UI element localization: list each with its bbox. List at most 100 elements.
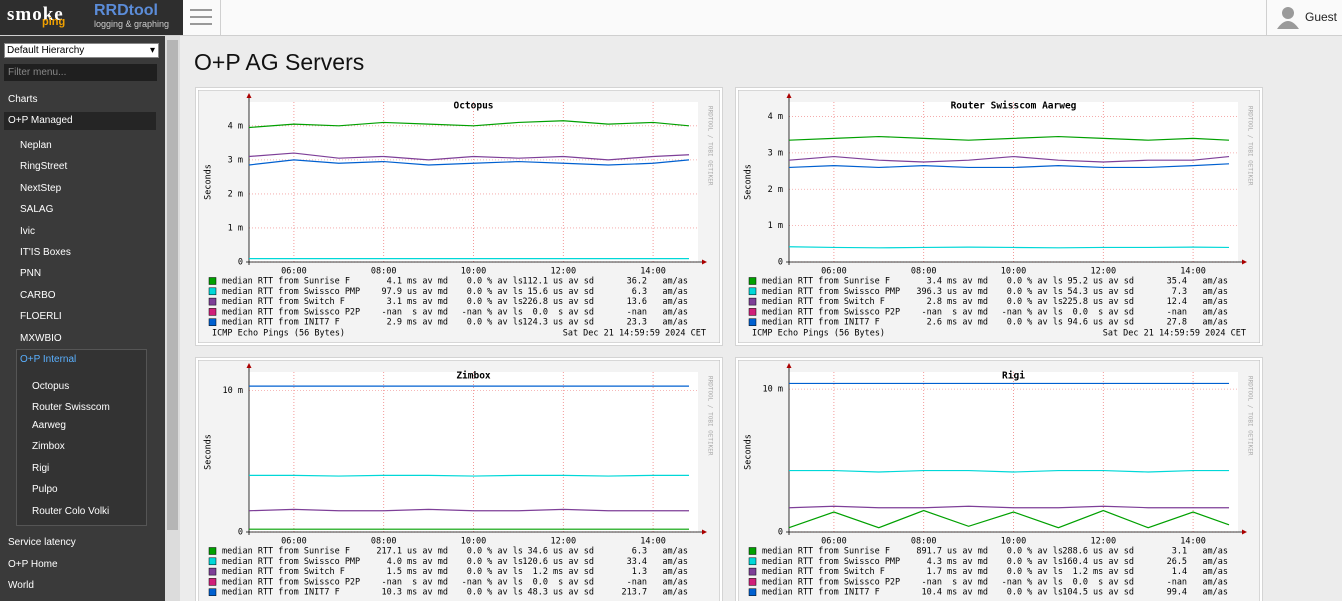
legend-sd: 124.3 us av sd xyxy=(522,318,594,328)
user-name[interactable]: Guest xyxy=(1305,10,1338,24)
legend-name: median RTT from Swissco PMP xyxy=(222,287,360,297)
legend-am: 23.3 am/as xyxy=(627,318,688,328)
graph-panel[interactable]: Zimbox Seconds RRDTOOL / TOBI OETIKER 0 10 m… xyxy=(195,357,723,601)
top-bar: Guest xyxy=(0,0,1342,36)
legend-name: median RTT from Swissco PMP xyxy=(762,287,900,297)
y-axis-label: Seconds xyxy=(204,434,214,470)
x-tick-label: 08:00 xyxy=(911,267,937,277)
nav-group[interactable]: O+P Managed xyxy=(4,112,156,130)
nav-item[interactable]: RingStreet xyxy=(20,161,68,173)
nav-subitem[interactable]: Pulpo xyxy=(32,484,58,496)
series-line xyxy=(248,508,690,512)
axis-arrow xyxy=(246,363,252,368)
y-tick-label: 10 m xyxy=(223,386,243,396)
logo-rrd: RRDtool xyxy=(94,2,158,19)
series-line xyxy=(788,135,1230,141)
nav-active[interactable]: O+P Internal xyxy=(20,354,77,365)
legend-sd: 160.4 us av sd xyxy=(1062,557,1134,567)
filter-input[interactable]: Filter menu... xyxy=(4,64,157,81)
nav-item[interactable]: Service latency xyxy=(8,537,76,548)
legend-name: median RTT from Swissco PMP xyxy=(762,557,900,567)
x-tick-label: 08:00 xyxy=(911,537,937,547)
y-axis-label: Seconds xyxy=(204,164,214,200)
legend-ls: 0.0 % av ls xyxy=(1007,567,1063,577)
x-tick-label: 10:00 xyxy=(461,537,487,547)
nav-item[interactable]: IT'IS Boxes xyxy=(20,247,71,258)
nav-item[interactable]: CARBO xyxy=(20,289,56,301)
nav-item[interactable]: SALAG xyxy=(20,204,54,216)
hierarchy-select[interactable]: Default Hierarchy ▾ xyxy=(4,43,159,58)
watermark: RRDTOOL / TOBI OETIKER xyxy=(1247,376,1254,456)
legend-name: median RTT from INIT7 F xyxy=(222,588,340,598)
series-line xyxy=(788,505,1230,509)
legend-ls: 0.0 % av ls xyxy=(467,277,523,287)
legend-md: 2.8 ms av md xyxy=(927,297,988,307)
legend-ls: 0.0 % av ls xyxy=(467,547,523,557)
x-tick-label: 12:00 xyxy=(1091,267,1117,277)
graph-panel[interactable]: Router Swisscom Aarweg Seconds RRDTOOL / T… xyxy=(735,87,1263,346)
nav-subitem[interactable]: Zimbox xyxy=(32,441,65,453)
legend-sd: 54.3 us av sd xyxy=(1067,287,1134,297)
series-line xyxy=(789,469,1230,473)
series-line xyxy=(248,159,690,166)
nav-item[interactable]: Ivic xyxy=(20,225,35,237)
nav-item[interactable]: MXWBIO xyxy=(20,332,62,344)
legend-am: 1.4 am/as xyxy=(1172,567,1228,577)
graph-footer-right: Sat Dec 21 14:59:59 2024 CET xyxy=(1103,329,1246,339)
watermark: RRDTOOL / TOBI OETIKER xyxy=(707,106,714,186)
user-icon[interactable] xyxy=(1276,5,1300,29)
legend-am: 33.4 am/as xyxy=(627,557,688,567)
legend-md: -nan s av md xyxy=(921,577,988,587)
legend-name: median RTT from INIT7 F xyxy=(762,318,880,328)
axis-arrow xyxy=(1242,259,1247,265)
menu-icon[interactable] xyxy=(189,7,213,27)
legend-sd: 34.6 us av sd xyxy=(527,547,594,557)
legend-name: median RTT from Sunrise F xyxy=(222,277,350,287)
series-line xyxy=(788,155,1230,163)
hierarchy-text: Default Hierarchy xyxy=(7,45,85,56)
nav-item[interactable]: NextStep xyxy=(20,182,62,194)
plot-area xyxy=(789,372,1238,532)
nav-item[interactable]: O+P Home xyxy=(8,558,58,570)
legend-ls: 0.0 % av ls xyxy=(1007,297,1063,307)
nav-item[interactable]: Charts xyxy=(8,94,38,105)
legend-am: 12.4 am/as xyxy=(1167,297,1228,307)
x-tick-label: 08:00 xyxy=(371,537,397,547)
legend-md: 1.7 ms av md xyxy=(927,567,988,577)
legend-name: median RTT from INIT7 F xyxy=(222,318,340,328)
nav-item[interactable]: FLOERLI xyxy=(20,311,62,323)
nav-subitem[interactable]: Rigi xyxy=(32,462,50,474)
series-line xyxy=(788,246,1230,249)
legend-name: median RTT from Swissco P2P xyxy=(222,577,360,587)
legend-sd: 94.6 us av sd xyxy=(1067,318,1134,328)
nav-subitem[interactable]: Octopus xyxy=(32,381,70,392)
nav-subitem[interactable]: Router Colo Volki xyxy=(32,505,110,517)
legend-am: 3.1 am/as xyxy=(1172,547,1228,557)
graph-panel[interactable]: Rigi Seconds RRDTOOL / TOBI OETIKER 0 10 m 06… xyxy=(735,357,1263,601)
legend-md: 217.1 us av md xyxy=(376,547,448,557)
legend-sd: 120.6 us av sd xyxy=(522,557,594,567)
y-tick-label: 0 xyxy=(778,528,783,538)
legend-am: 1.3 am/as xyxy=(632,567,688,577)
scroll-thumb[interactable] xyxy=(167,40,178,530)
graph-panel[interactable]: Octopus Seconds RRDTOOL / TOBI OETIKER 0 1 m… xyxy=(195,87,723,346)
x-tick-label: 12:00 xyxy=(551,537,577,547)
nav-subitem[interactable]: Router Swisscom Aarweg xyxy=(32,402,110,432)
legend-md: 2.9 ms av md xyxy=(387,318,448,328)
legend-md: 10.3 ms av md xyxy=(381,588,448,598)
nav-item[interactable]: PNN xyxy=(20,268,42,280)
x-tick-label: 06:00 xyxy=(281,267,307,277)
x-tick-label: 08:00 xyxy=(371,267,397,277)
nav-item[interactable]: World xyxy=(8,580,34,591)
legend-md: 2.6 ms av md xyxy=(927,318,988,328)
legend-name: median RTT from Sunrise F xyxy=(222,547,350,557)
legend-swatch xyxy=(208,588,217,596)
x-tick-label: 12:00 xyxy=(551,267,577,277)
nav-item[interactable]: Neplan xyxy=(20,140,52,151)
logo-smoke: smoke xyxy=(7,4,64,25)
legend-md: 1.5 ms av md xyxy=(387,567,448,577)
legend-swatch xyxy=(748,578,757,586)
